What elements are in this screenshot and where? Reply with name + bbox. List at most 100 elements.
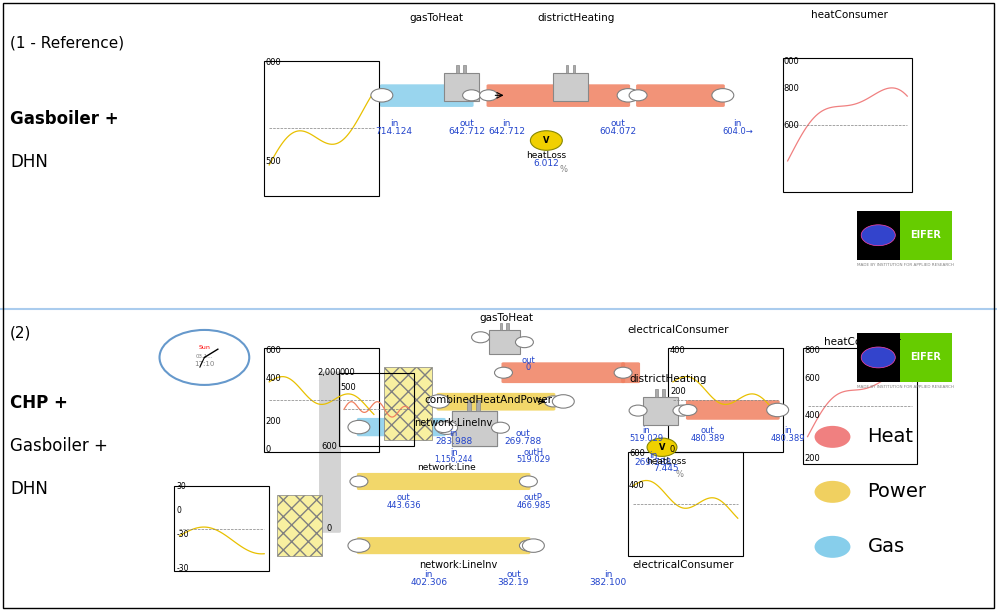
- Text: 400: 400: [265, 375, 281, 383]
- Text: 269.788: 269.788: [634, 458, 672, 467]
- Bar: [506, 323, 508, 330]
- FancyBboxPatch shape: [501, 362, 625, 383]
- Text: %: %: [559, 166, 567, 174]
- Bar: [572, 65, 575, 73]
- FancyBboxPatch shape: [380, 84, 474, 107]
- Text: 600: 600: [321, 442, 337, 450]
- Text: EIFER: EIFER: [910, 230, 941, 240]
- Circle shape: [350, 476, 368, 487]
- Text: 1,156,244: 1,156,244: [435, 455, 473, 464]
- Bar: [553, 73, 588, 101]
- Bar: [444, 73, 479, 101]
- Bar: [0, 0, 997, 309]
- Text: heatConsumer: heatConsumer: [811, 10, 888, 20]
- Text: 200: 200: [670, 387, 686, 395]
- Text: in: in: [390, 119, 398, 128]
- Text: 604.072: 604.072: [599, 127, 637, 136]
- Bar: [783, 58, 912, 192]
- Circle shape: [435, 422, 453, 433]
- Circle shape: [544, 396, 562, 407]
- Text: V: V: [543, 136, 549, 145]
- Circle shape: [515, 337, 533, 348]
- Bar: [0, 309, 997, 611]
- Text: Gasboiler +: Gasboiler +: [10, 437, 108, 455]
- Text: Gasboiler +: Gasboiler +: [10, 110, 119, 128]
- Text: 600: 600: [805, 375, 821, 383]
- Text: V: V: [659, 443, 665, 452]
- Text: 500: 500: [340, 384, 356, 392]
- Bar: [452, 411, 497, 446]
- Text: 000: 000: [265, 59, 281, 67]
- Circle shape: [552, 395, 574, 408]
- Text: DHN: DHN: [10, 480, 48, 498]
- Circle shape: [495, 367, 512, 378]
- Text: out: out: [701, 426, 715, 435]
- Text: electricalConsumer: electricalConsumer: [627, 325, 729, 335]
- FancyBboxPatch shape: [357, 473, 530, 490]
- Text: out: out: [506, 571, 520, 579]
- Text: 0: 0: [670, 445, 675, 453]
- FancyBboxPatch shape: [357, 537, 530, 554]
- Text: Power: Power: [867, 482, 926, 502]
- Text: in: in: [649, 451, 657, 459]
- Text: 6.012: 6.012: [533, 159, 559, 167]
- Text: 2,000: 2,000: [317, 368, 341, 377]
- Circle shape: [617, 89, 639, 102]
- Text: 600: 600: [629, 449, 645, 458]
- Text: -30: -30: [176, 530, 189, 539]
- Text: 382.100: 382.100: [589, 578, 627, 587]
- Text: 400: 400: [670, 346, 686, 354]
- Text: outP: outP: [524, 494, 542, 502]
- Bar: [655, 389, 658, 397]
- Circle shape: [815, 536, 850, 558]
- FancyBboxPatch shape: [636, 84, 725, 107]
- Text: heatConsumer: heatConsumer: [824, 337, 901, 347]
- Text: gasToHeat: gasToHeat: [410, 13, 464, 23]
- Bar: [174, 486, 269, 571]
- Text: heatLoss: heatLoss: [526, 152, 566, 160]
- Text: 604.0→: 604.0→: [723, 127, 753, 136]
- Circle shape: [522, 539, 544, 552]
- Circle shape: [492, 422, 509, 433]
- Text: 800: 800: [805, 346, 821, 354]
- Bar: [643, 397, 678, 425]
- Bar: [662, 389, 665, 397]
- Text: 519.029: 519.029: [629, 434, 663, 442]
- Text: out: out: [521, 356, 535, 365]
- Text: outH: outH: [523, 448, 543, 456]
- Circle shape: [463, 90, 481, 101]
- Text: 382.19: 382.19: [498, 578, 529, 587]
- Text: out: out: [460, 119, 474, 128]
- Bar: [857, 211, 900, 260]
- Text: 283.988: 283.988: [435, 437, 473, 445]
- Text: 0: 0: [265, 445, 270, 453]
- Text: MADE BY INSTITUTION FOR APPLIED RESEARCH: MADE BY INSTITUTION FOR APPLIED RESEARCH: [857, 263, 954, 267]
- Circle shape: [673, 405, 691, 416]
- Circle shape: [614, 367, 632, 378]
- Bar: [463, 65, 466, 73]
- Bar: [277, 495, 322, 556]
- Bar: [452, 411, 497, 446]
- FancyBboxPatch shape: [686, 400, 780, 420]
- Circle shape: [679, 404, 697, 415]
- Text: in: in: [502, 119, 510, 128]
- Bar: [468, 400, 471, 411]
- Text: out: out: [516, 430, 530, 438]
- Circle shape: [767, 403, 789, 417]
- Text: in: in: [784, 426, 792, 435]
- Text: Heat: Heat: [867, 427, 913, 447]
- Text: network:LineInv: network:LineInv: [415, 418, 493, 428]
- Circle shape: [519, 540, 537, 551]
- Text: 480.389: 480.389: [691, 434, 725, 442]
- Text: 600: 600: [784, 121, 800, 130]
- Text: 642.712: 642.712: [488, 127, 525, 136]
- Circle shape: [530, 131, 562, 150]
- Bar: [339, 373, 414, 446]
- Text: 800: 800: [784, 84, 800, 93]
- Text: 30: 30: [176, 483, 186, 491]
- Text: 7.445: 7.445: [653, 464, 679, 473]
- Text: 600: 600: [265, 346, 281, 354]
- Bar: [900, 333, 952, 382]
- Text: 200: 200: [265, 417, 281, 426]
- Text: in: in: [450, 448, 458, 456]
